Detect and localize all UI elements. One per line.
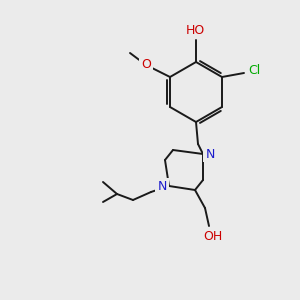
Text: OH: OH [203, 230, 223, 242]
Text: Cl: Cl [248, 64, 260, 77]
Text: N: N [157, 179, 167, 193]
Text: N: N [205, 148, 215, 160]
Text: O: O [141, 58, 151, 71]
Text: HO: HO [185, 25, 205, 38]
